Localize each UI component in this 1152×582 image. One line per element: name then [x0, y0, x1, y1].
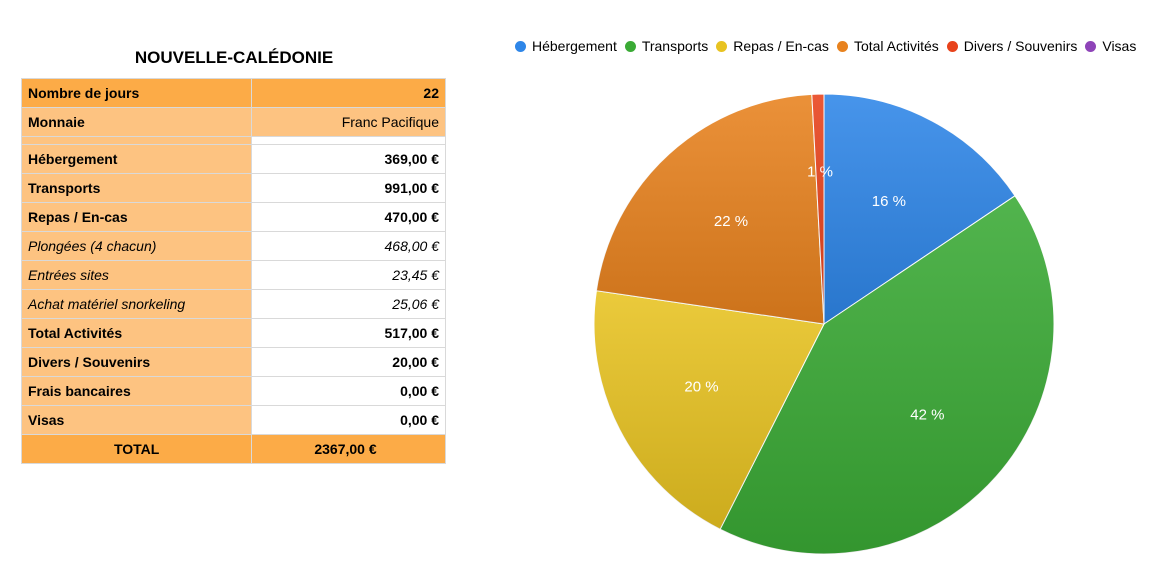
legend-item: Total Activités	[836, 38, 939, 55]
table-row: Total Activités 517,00 €	[20, 318, 446, 348]
pie-slice-label: 16 %	[872, 193, 906, 210]
row-value: 991,00 €	[251, 173, 446, 203]
legend-swatch	[1085, 41, 1097, 52]
row-label: Frais bancaires	[20, 376, 253, 406]
pie-slice-shading	[596, 94, 824, 324]
row-value: Franc Pacifique	[251, 107, 446, 137]
pie-slice-shading	[720, 195, 1054, 554]
table-row: Plongées (4 chacun) 468,00 €	[20, 231, 446, 261]
row-label: Hébergement	[20, 144, 253, 174]
table-row: Nombre de jours 22	[20, 78, 446, 108]
table-row-spacer	[20, 136, 446, 145]
row-value: 0,00 €	[251, 376, 446, 406]
row-value: 23,45 €	[251, 260, 446, 290]
row-label: Plongées (4 chacun)	[20, 231, 253, 261]
table-row: Hébergement 369,00 €	[20, 144, 446, 174]
legend-label: Repas / En-cas	[733, 38, 829, 54]
legend-item: Transports	[624, 38, 709, 55]
row-label: Nombre de jours	[20, 78, 253, 108]
legend-swatch	[624, 41, 636, 52]
legend-item: Hébergement	[515, 38, 617, 55]
pie-slice-label: 22 %	[714, 213, 748, 230]
legend-item: Repas / En-cas	[716, 38, 829, 55]
total-value: 2367,00 €	[251, 434, 446, 464]
row-value: 22	[251, 78, 446, 108]
row-label: Entrées sites	[20, 260, 253, 290]
row-value: 0,00 €	[251, 405, 446, 435]
legend-swatch	[836, 41, 848, 52]
legend-label: Divers / Souvenirs	[963, 38, 1078, 54]
table-row: Entrées sites 23,45 €	[20, 260, 446, 290]
pie-slice-label: 42 %	[910, 406, 944, 423]
legend-item: Divers / Souvenirs	[946, 38, 1078, 55]
pie-slice-shading	[824, 94, 1015, 324]
row-label: Transports	[20, 173, 253, 203]
table-row: Achat matériel snorkeling 25,06 €	[20, 289, 446, 319]
row-value: 468,00 €	[251, 231, 446, 261]
row-value: 20,00 €	[251, 347, 446, 377]
legend-swatch	[716, 41, 728, 52]
table-row-total: TOTAL 2367,00 €	[20, 434, 446, 464]
table-row: Repas / En-cas 470,00 €	[20, 202, 446, 232]
row-label: Achat matériel snorkeling	[20, 289, 253, 319]
row-value: 517,00 €	[251, 318, 446, 348]
pie-slice-shading	[811, 93, 824, 324]
row-label: Repas / En-cas	[20, 202, 253, 232]
pie-slice-label: 1 %	[807, 163, 833, 180]
row-value	[251, 136, 446, 145]
legend-label: Transports	[641, 38, 709, 54]
row-label: Visas	[20, 405, 253, 435]
row-value: 25,06 €	[251, 289, 446, 319]
row-label	[20, 136, 253, 145]
legend-swatch	[515, 41, 526, 52]
row-value: 369,00 €	[251, 144, 446, 174]
chart-legend: Hébergement Transports Repas / En-cas Total…	[515, 38, 1145, 55]
budget-table: Nombre de jours 22 Monnaie Franc Pacifiq…	[20, 78, 446, 464]
table-title: NOUVELLE-CALÉDONIE	[134, 48, 334, 67]
table-row: Monnaie Franc Pacifique	[20, 107, 446, 137]
legend-item: Visas	[1085, 38, 1136, 55]
total-label: TOTAL	[20, 434, 253, 464]
table-row: Divers / Souvenirs 20,00 €	[20, 347, 446, 377]
pie-chart: 16 % 42 % 20 % 22 % 1 %	[593, 93, 1055, 555]
pie-slice-shading	[593, 290, 824, 530]
pie-slice-label: 20 %	[684, 378, 718, 395]
table-row: Visas 0,00 €	[20, 405, 446, 435]
row-label: Monnaie	[20, 107, 253, 137]
row-label: Divers / Souvenirs	[20, 347, 253, 377]
legend-label: Visas	[1102, 38, 1137, 54]
legend-swatch	[946, 41, 958, 52]
legend-label: Total Activités	[853, 38, 939, 54]
legend-label: Hébergement	[532, 38, 617, 54]
table-row: Transports 991,00 €	[20, 173, 446, 203]
row-label: Total Activités	[20, 318, 253, 348]
table-row: Frais bancaires 0,00 €	[20, 376, 446, 406]
row-value: 470,00 €	[251, 202, 446, 232]
